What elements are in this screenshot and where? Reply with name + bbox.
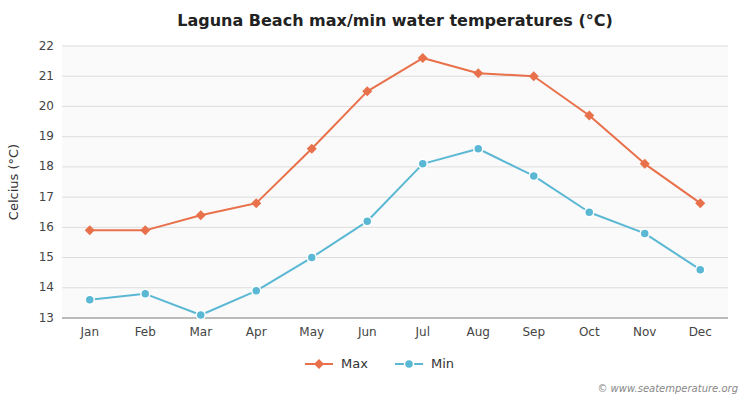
y-tick-label: 21: [39, 69, 54, 83]
grid-line: [62, 318, 728, 319]
x-tick-label: Nov: [633, 325, 656, 339]
marker-circle: [196, 310, 205, 319]
marker-diamond: [307, 144, 317, 154]
x-tick-label: Sep: [522, 325, 545, 339]
marker-diamond: [362, 86, 372, 96]
legend-label: Min: [431, 356, 454, 371]
marker-circle: [252, 286, 261, 295]
grid-line: [62, 106, 728, 107]
marker-diamond: [695, 198, 705, 208]
y-tick-label: 20: [39, 99, 54, 113]
y-tick-label: 14: [39, 280, 54, 294]
y-tick-label: 22: [39, 39, 54, 53]
grid-line: [62, 136, 728, 137]
x-tick-label: Oct: [579, 325, 600, 339]
marker-diamond: [473, 68, 483, 78]
y-tick-label: 16: [39, 220, 54, 234]
marker-circle: [418, 159, 427, 168]
y-tick-label: 19: [39, 129, 54, 143]
x-tick-label: Jun: [357, 325, 377, 339]
watermark: © www.seatemperature.org: [597, 383, 738, 394]
chart-title: Laguna Beach max/min water temperatures …: [177, 11, 613, 30]
x-axis-line: [62, 318, 728, 319]
chart-container: 13 14 15 16 17 18 19 20 21 22 Jan Feb Mar Apr May Jun Ju…: [0, 0, 750, 400]
series-0: [85, 53, 706, 235]
x-tick-label: Jul: [415, 325, 430, 339]
y-tick-label: 18: [39, 159, 54, 173]
data-group: [85, 53, 706, 319]
marker-circle: [405, 360, 414, 369]
y-tick-label: 15: [39, 250, 54, 264]
series-line: [90, 149, 701, 315]
marker-circle: [363, 217, 372, 226]
marker-circle: [529, 171, 538, 180]
marker-circle: [474, 144, 483, 153]
grid: [62, 46, 728, 318]
grid-line: [62, 257, 728, 258]
marker-diamond: [584, 111, 594, 121]
y-tick-label: 13: [39, 311, 54, 325]
marker-diamond: [640, 159, 650, 169]
marker-diamond: [529, 71, 539, 81]
grid-line: [62, 197, 728, 198]
marker-diamond: [85, 225, 95, 235]
grid-line: [62, 166, 728, 167]
plot-area: [62, 46, 728, 318]
x-tick-label: Jan: [80, 325, 100, 339]
y-axis-label: Celcius (°C): [6, 144, 21, 220]
marker-diamond: [251, 198, 261, 208]
x-tick-label: Aug: [467, 325, 490, 339]
legend: Max Min: [305, 356, 454, 371]
marker-diamond: [418, 53, 428, 63]
marker-diamond: [140, 225, 150, 235]
chart-svg: 13 14 15 16 17 18 19 20 21 22 Jan Feb Mar Apr May Jun Ju…: [0, 0, 750, 400]
x-tick-label: Apr: [246, 325, 267, 339]
marker-circle: [141, 289, 150, 298]
x-tick-label: Dec: [689, 325, 712, 339]
x-tick-label: May: [299, 325, 324, 339]
grid-line: [62, 46, 728, 47]
marker-circle: [696, 265, 705, 274]
series-1: [85, 144, 705, 319]
marker-diamond: [196, 210, 206, 220]
marker-circle: [85, 295, 94, 304]
legend-label: Max: [341, 356, 368, 371]
marker-diamond: [314, 359, 324, 369]
series-line: [90, 58, 701, 230]
marker-circle: [585, 208, 594, 217]
marker-circle: [640, 229, 649, 238]
y-tick-label: 17: [39, 190, 54, 204]
x-tick-label: Feb: [135, 325, 156, 339]
marker-circle: [307, 253, 316, 262]
grid-line: [62, 287, 728, 288]
x-tick-label: Mar: [189, 325, 212, 339]
